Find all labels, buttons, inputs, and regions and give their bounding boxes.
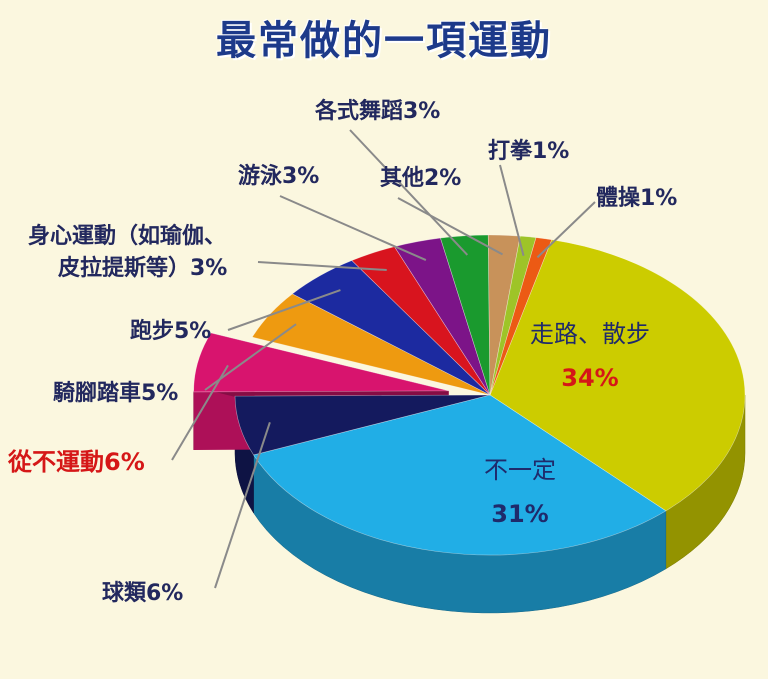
slice-label-4: 騎腳踏車5%: [53, 381, 178, 406]
slice-label-11: 體操1%: [596, 185, 677, 211]
slice-label-6-line2: 皮拉提斯等）3%: [58, 255, 227, 281]
pie-labels: 走路、散步 34% 不一定 31% 球類6% 從不運動6% 騎腳踏車5% 跑步5% 身心運動（如…: [7, 98, 677, 606]
slice-label-3: 從不運動6%: [7, 448, 145, 476]
slice-1: [253, 394, 667, 556]
slice-label-9: 其他2%: [380, 166, 461, 191]
slice-label-5: 跑步5%: [130, 318, 211, 344]
leader-7: [279, 195, 427, 261]
slice-label-6: 身心運動（如瑜伽、: [28, 223, 226, 249]
slice-label-10: 打拳1%: [488, 138, 569, 164]
slice-label-7: 游泳3%: [238, 163, 319, 189]
slice-0: [489, 239, 746, 512]
pie-tops: [193, 234, 746, 556]
leader-4: [204, 323, 297, 391]
slice-label-0: 走路、散步: [530, 320, 650, 348]
leader-8: [349, 129, 469, 256]
slice-label-1: 不一定: [484, 456, 556, 484]
leader-11: [536, 201, 596, 259]
slice-value-1: 31%: [491, 500, 548, 528]
slice-3: [193, 332, 449, 393]
leader-6: [257, 261, 387, 271]
slice-label-8: 各式舞蹈3%: [314, 98, 440, 124]
leader-2: [214, 422, 271, 589]
slice-value-0: 34%: [561, 364, 618, 392]
chart-title: 最常做的一項運動: [216, 18, 552, 64]
leader-5: [227, 289, 341, 331]
leader-9: [397, 197, 504, 256]
leader-10: [499, 164, 525, 257]
slice-label-2: 球類6%: [102, 581, 183, 606]
slice-2: [234, 394, 491, 456]
slice-11: [489, 237, 553, 396]
